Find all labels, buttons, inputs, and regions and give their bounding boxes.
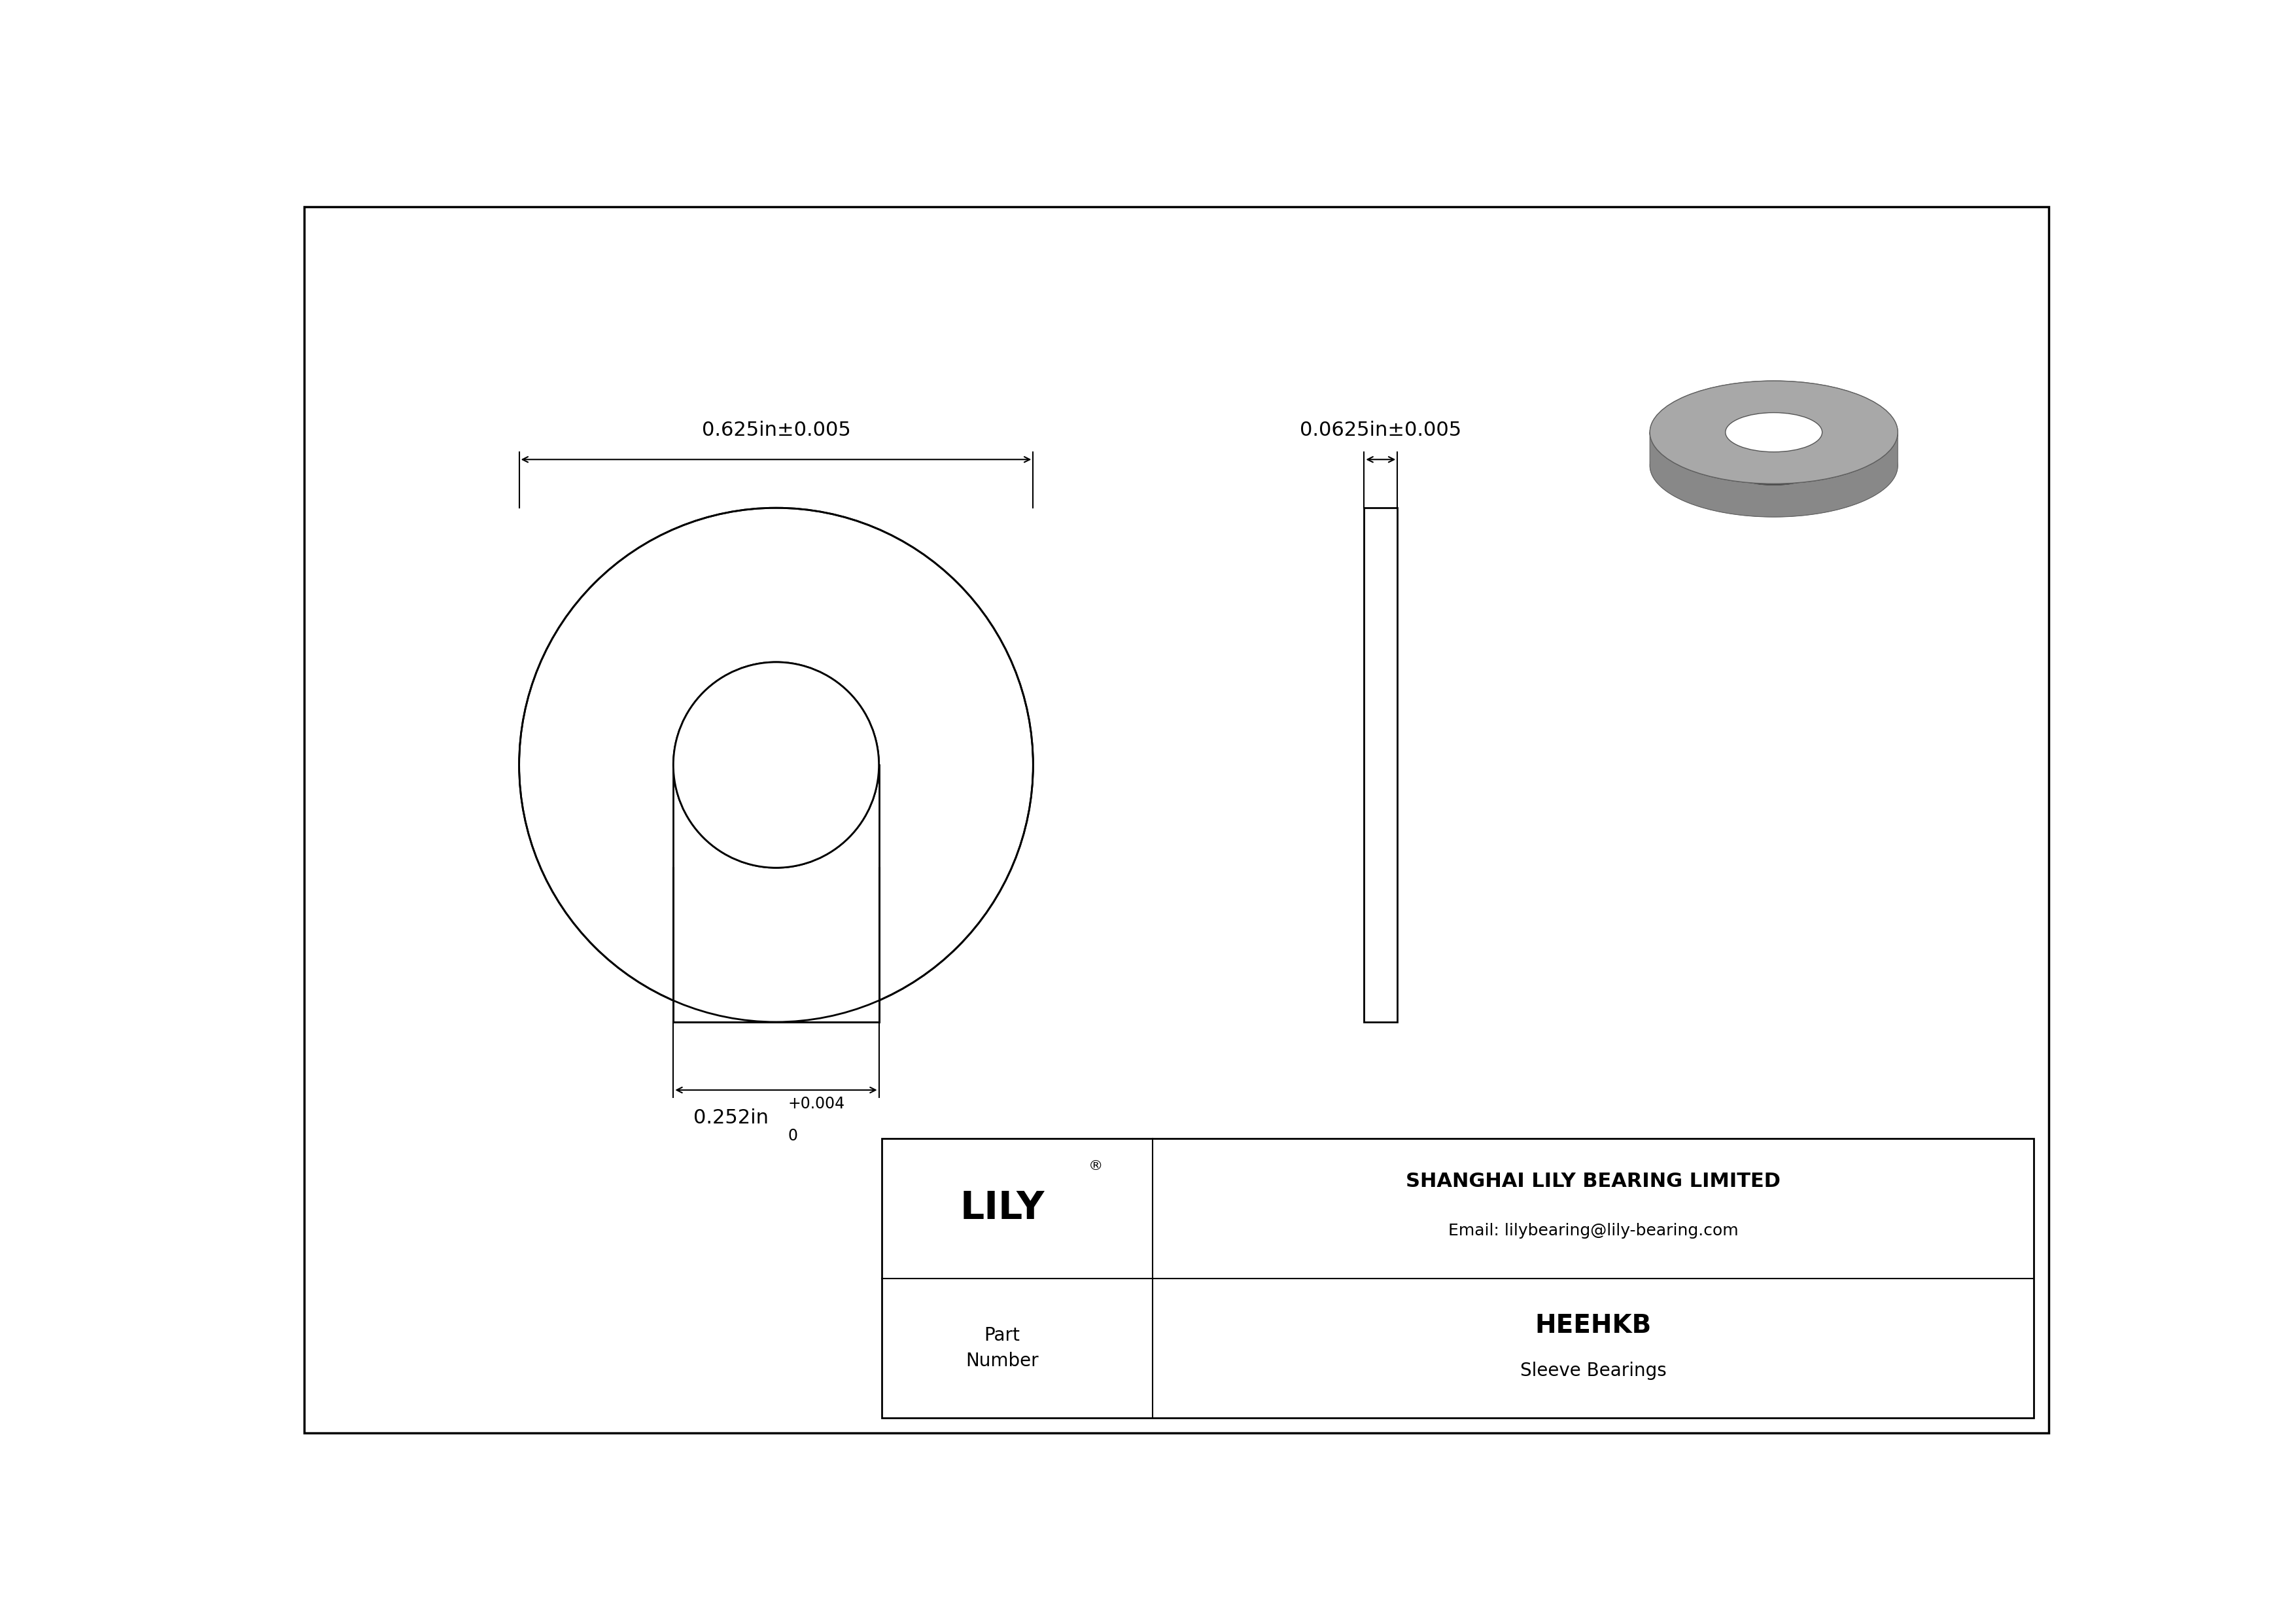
Text: HEEHKB: HEEHKB: [1536, 1314, 1651, 1338]
Ellipse shape: [1651, 382, 1899, 484]
Text: 0.0625in±0.005: 0.0625in±0.005: [1300, 421, 1463, 440]
Ellipse shape: [1724, 412, 1823, 451]
Text: Sleeve Bearings: Sleeve Bearings: [1520, 1363, 1667, 1380]
Text: ®: ®: [1088, 1160, 1102, 1173]
Text: LILY: LILY: [960, 1190, 1045, 1228]
Circle shape: [519, 508, 1033, 1021]
Text: 0: 0: [788, 1127, 799, 1143]
Polygon shape: [1651, 432, 1899, 516]
Bar: [882, 1138, 2034, 1418]
Text: 0.252in: 0.252in: [693, 1108, 769, 1127]
Bar: [1364, 508, 1398, 1021]
Circle shape: [673, 663, 879, 867]
Text: Email: lilybearing@lily-bearing.com: Email: lilybearing@lily-bearing.com: [1449, 1223, 1738, 1239]
Text: Part
Number: Part Number: [967, 1327, 1038, 1371]
Ellipse shape: [1724, 412, 1823, 451]
Bar: [673, 765, 879, 1021]
Text: +0.004: +0.004: [788, 1096, 845, 1112]
Bar: [882, 1138, 2034, 1418]
Bar: [505, 508, 1049, 1098]
Ellipse shape: [1651, 382, 1899, 484]
Bar: [1350, 492, 1412, 1038]
Text: 0.625in±0.005: 0.625in±0.005: [703, 421, 850, 440]
Ellipse shape: [1651, 414, 1899, 516]
Text: SHANGHAI LILY BEARING LIMITED: SHANGHAI LILY BEARING LIMITED: [1405, 1171, 1782, 1190]
Ellipse shape: [1724, 447, 1823, 486]
Polygon shape: [1724, 432, 1823, 486]
Circle shape: [673, 663, 879, 867]
